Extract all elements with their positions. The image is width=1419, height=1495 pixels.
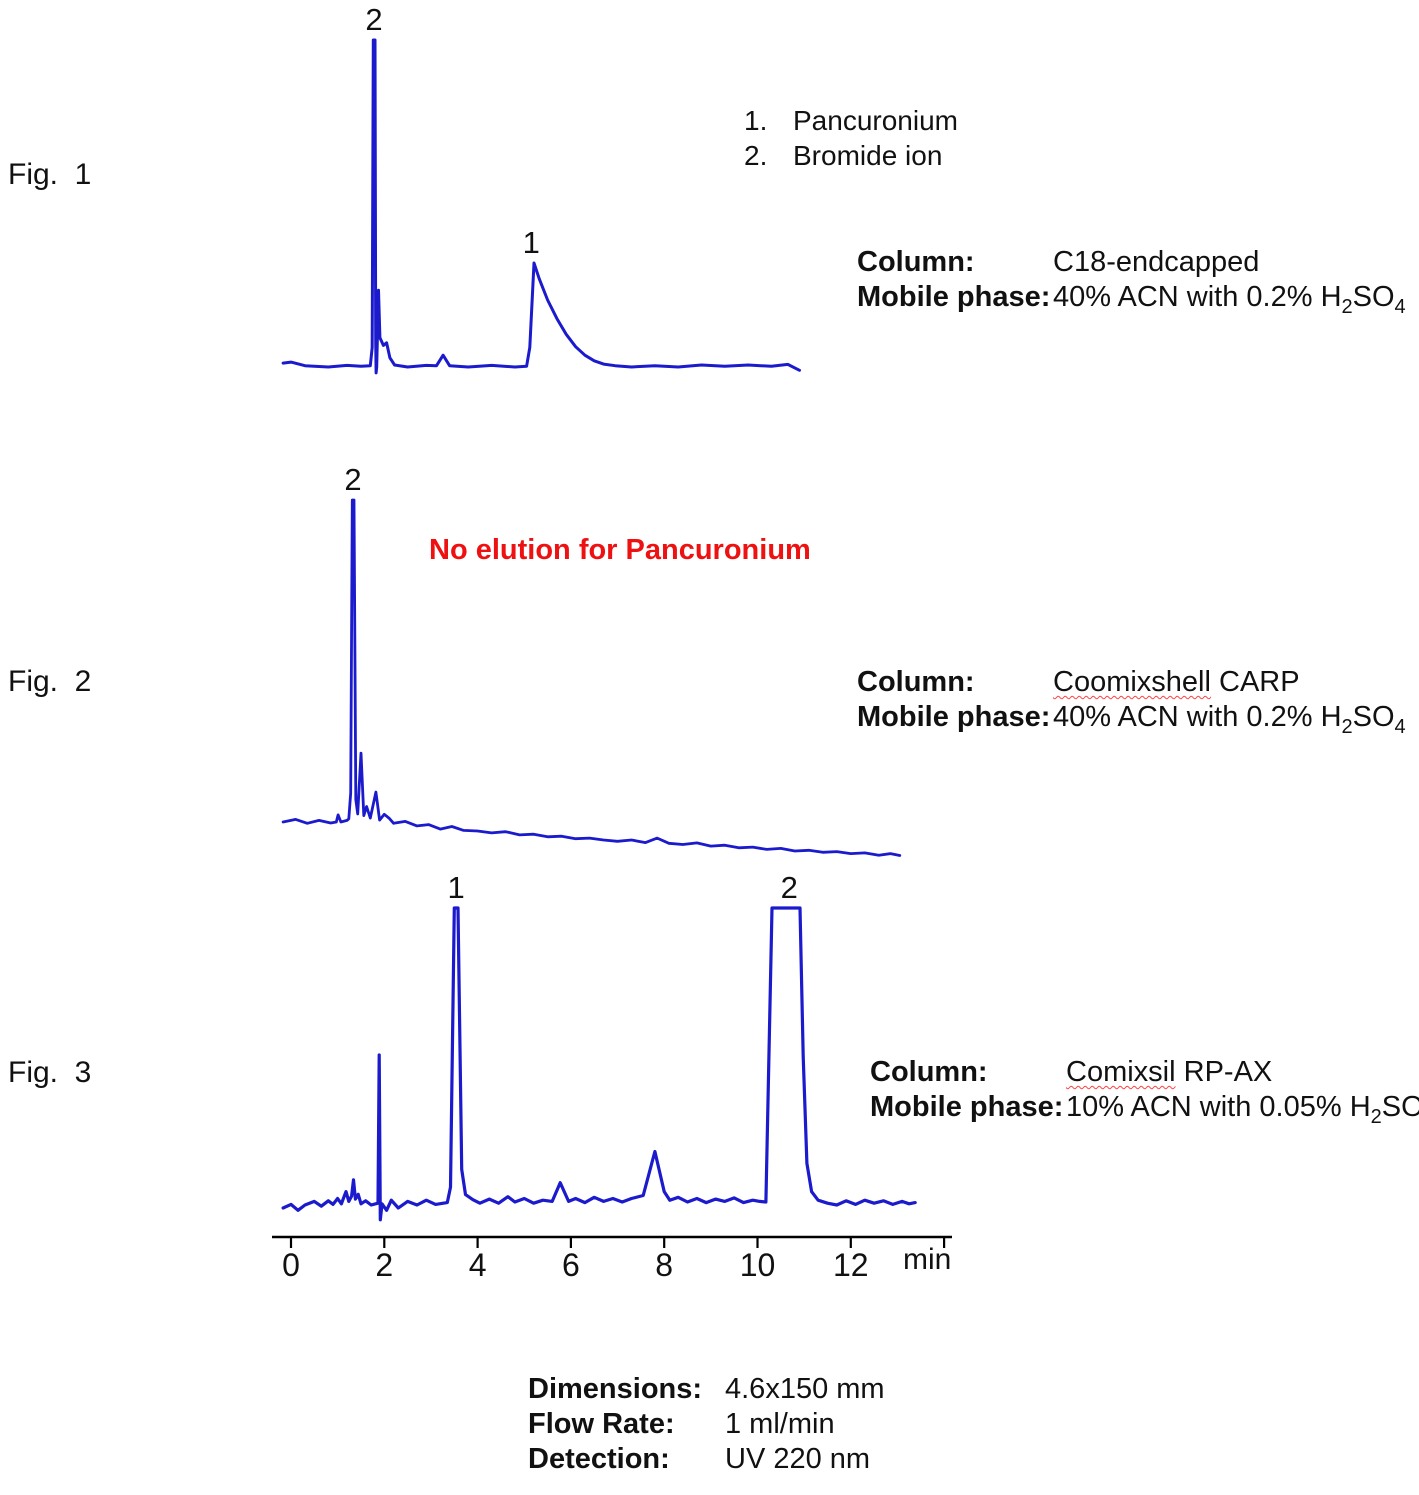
mobile-phase-value: 40% ACN with 0.2% H2SO4 xyxy=(1053,280,1406,325)
legend-name: Pancuronium xyxy=(793,105,958,136)
column-plain: CARP xyxy=(1210,666,1300,698)
peak-legend: 1. Pancuronium 2. Bromide ion xyxy=(744,103,958,173)
axis-unit-label: min xyxy=(903,1243,951,1276)
legend-name: Bromide ion xyxy=(793,140,943,171)
fig1-trace xyxy=(281,38,801,375)
mobile-phase-value: 10% ACN with 0.05% H2SO4 xyxy=(1066,1090,1419,1135)
dimensions-label: Dimensions: xyxy=(528,1373,703,1405)
axis-tick-label: 8 xyxy=(655,1247,673,1283)
column-misspelled: Coomixshell xyxy=(1053,666,1211,698)
detection-label: Detection: xyxy=(528,1443,670,1475)
column-label: Column: xyxy=(857,246,975,278)
mobile-mid: SO xyxy=(1381,1091,1419,1123)
fig1-conditions: Column: C18-endcapped Mobile phase: 40% … xyxy=(857,245,1406,325)
fig1-label: Fig. 1 xyxy=(8,158,92,191)
mobile-mid: SO xyxy=(1352,701,1395,733)
column-misspelled: Comixsil xyxy=(1066,1056,1176,1088)
flow-rate-label: Flow Rate: xyxy=(528,1408,675,1440)
subscript: 2 xyxy=(1341,296,1353,318)
fig3-label: Fig. 3 xyxy=(8,1056,92,1089)
column-plain: C18-endcapped xyxy=(1053,246,1260,278)
mobile-pre: 10% ACN with 0.05% H xyxy=(1066,1091,1371,1123)
mobile-phase-label: Mobile phase: xyxy=(857,281,1051,313)
legend-num: 1. xyxy=(744,105,768,136)
subscript: 2 xyxy=(1370,1106,1382,1128)
fig1-peak-label-2: 2 xyxy=(365,2,382,37)
subscript: 2 xyxy=(1341,716,1353,738)
flow-rate-value: 1 ml/min xyxy=(725,1408,835,1440)
fig3-peak-label-1: 1 xyxy=(447,870,464,905)
fig3-conditions: Column: Comixsil RP-AX Mobile phase: 10%… xyxy=(870,1055,1419,1135)
mobile-phase-label: Mobile phase: xyxy=(857,701,1051,733)
fig3-peak-label-2: 2 xyxy=(781,870,798,905)
axis-tick-label: 4 xyxy=(469,1247,487,1283)
legend-item: 1. Pancuronium xyxy=(744,103,958,138)
fig3-trace xyxy=(281,906,917,1222)
axis-tick-label: 6 xyxy=(562,1247,580,1283)
fig2-trace xyxy=(281,498,902,857)
fig2-label: Fig. 2 xyxy=(8,665,92,698)
column-value: Coomixshell CARP xyxy=(1053,665,1406,700)
mobile-pre: 40% ACN with 0.2% H xyxy=(1053,701,1342,733)
column-value: C18-endcapped xyxy=(1053,245,1406,280)
mobile-pre: 40% ACN with 0.2% H xyxy=(1053,281,1342,313)
column-value: Comixsil RP-AX xyxy=(1066,1055,1419,1090)
axis-tick-label: 0 xyxy=(282,1247,300,1283)
detection-value: UV 220 nm xyxy=(725,1443,871,1475)
fig2-conditions: Column: Coomixshell CARP Mobile phase: 4… xyxy=(857,665,1406,745)
fig2-peak-label-2: 2 xyxy=(344,462,361,497)
mobile-phase-label: Mobile phase: xyxy=(870,1091,1064,1123)
method-parameters: Dimensions: 4.6x150 mm Flow Rate: 1 ml/m… xyxy=(528,1372,885,1477)
axis-tick-label: 2 xyxy=(375,1247,393,1283)
column-plain: RP-AX xyxy=(1175,1056,1273,1088)
column-label: Column: xyxy=(857,666,975,698)
legend-num: 2. xyxy=(744,140,768,171)
axis-tick-label: 12 xyxy=(833,1247,869,1283)
dimensions-value: 4.6x150 mm xyxy=(725,1373,885,1405)
mobile-phase-value: 40% ACN with 0.2% H2SO4 xyxy=(1053,700,1406,745)
legend-item: 2. Bromide ion xyxy=(744,138,958,173)
column-label: Column: xyxy=(870,1056,988,1088)
fig1-peak-label-1: 1 xyxy=(523,225,540,260)
subscript: 4 xyxy=(1394,296,1406,318)
subscript: 4 xyxy=(1394,716,1406,738)
no-elution-annotation: No elution for Pancuronium xyxy=(429,534,811,566)
mobile-mid: SO xyxy=(1352,281,1395,313)
axis-tick-label: 10 xyxy=(740,1247,776,1283)
